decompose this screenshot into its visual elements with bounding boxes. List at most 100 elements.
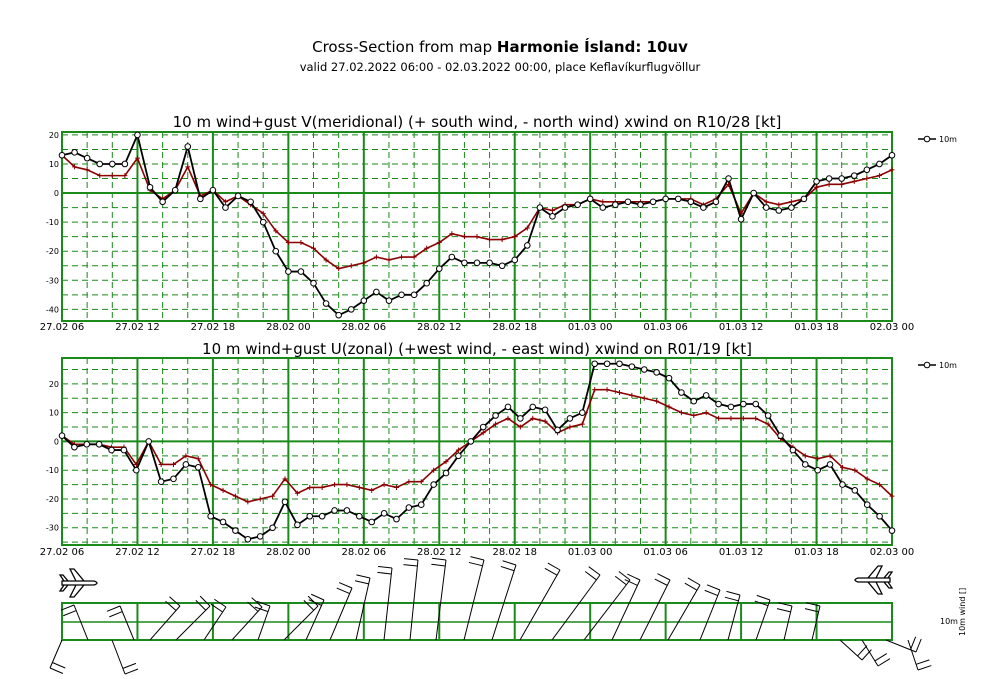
wind-barb-flag xyxy=(917,665,932,671)
data-point-10m xyxy=(800,195,808,203)
data-point-10m xyxy=(498,262,506,270)
data-point-gust xyxy=(474,234,480,240)
data-point-10m xyxy=(209,186,217,194)
wind-barb-flag xyxy=(109,611,123,618)
data-point-10m xyxy=(170,475,177,483)
wind-barb xyxy=(907,639,919,671)
wind-barb-flag xyxy=(915,659,930,665)
data-point-10m xyxy=(417,501,425,509)
wind-barb-flag xyxy=(877,658,891,667)
data-point-10m xyxy=(876,512,883,520)
data-point-gust xyxy=(294,490,300,496)
data-point-10m xyxy=(448,253,456,261)
data-point-gust xyxy=(361,260,367,266)
x-tick-label: 28.02 18 xyxy=(492,322,537,333)
wind-barb-flag xyxy=(404,558,419,561)
wind-barb xyxy=(203,606,227,641)
data-point-10m xyxy=(492,412,499,419)
data-point-10m xyxy=(479,423,487,431)
data-point-gust xyxy=(97,173,103,179)
data-point-gust xyxy=(431,467,437,473)
data-point-gust xyxy=(170,461,176,467)
data-point-gust xyxy=(851,178,857,184)
data-point-10m xyxy=(788,204,795,211)
wind-barb-flag xyxy=(165,600,177,611)
data-point-10m xyxy=(343,507,351,514)
airplane-icon-right xyxy=(854,565,894,595)
data-point-gust xyxy=(517,424,523,430)
x-tick-label: 01.03 18 xyxy=(794,547,839,558)
data-point-10m xyxy=(347,306,355,313)
wind-barb-flag xyxy=(377,571,392,575)
data-point-10m xyxy=(393,515,400,523)
x-tick-label: 01.03 18 xyxy=(794,322,839,333)
wind-barb-flag xyxy=(432,557,447,561)
data-point-gust xyxy=(319,484,325,490)
wind-barb xyxy=(667,584,701,641)
title-prefix: Cross-Section from map xyxy=(312,38,497,56)
data-point-10m xyxy=(83,441,91,448)
data-point-10m xyxy=(380,510,388,517)
wind-barb xyxy=(283,605,319,641)
data-point-gust xyxy=(220,487,226,493)
x-tick-label: 01.03 00 xyxy=(568,547,613,558)
wind-barb-flag xyxy=(251,597,263,608)
data-point-gust xyxy=(273,228,279,234)
data-point-gust xyxy=(703,410,709,416)
data-point-10m xyxy=(762,204,770,211)
data-point-10m xyxy=(281,498,289,506)
panel-title: 10 m wind+gust U(zonal) (+west wind, - e… xyxy=(202,340,752,358)
data-point-gust xyxy=(443,459,449,465)
wind-barb xyxy=(149,605,181,641)
data-point-gust xyxy=(356,484,362,490)
wind-barb xyxy=(583,579,631,641)
data-point-10m xyxy=(473,259,481,267)
data-point-10m xyxy=(398,291,405,299)
data-point-10m xyxy=(624,198,632,206)
data-point-10m xyxy=(640,366,648,373)
data-point-10m xyxy=(616,360,623,368)
data-point-10m xyxy=(159,198,166,206)
data-point-gust xyxy=(740,415,746,421)
wind-barb-flag xyxy=(614,575,627,586)
data-point-gust xyxy=(373,254,379,260)
wind-barb-flag xyxy=(308,599,322,606)
data-point-10m xyxy=(687,198,695,206)
x-tick-label: 01.03 06 xyxy=(643,322,688,333)
airplane-icon-left xyxy=(58,568,98,598)
data-point-10m xyxy=(120,446,128,454)
wind-barb-flag xyxy=(254,606,269,613)
data-point-gust xyxy=(449,231,455,237)
data-point-10m xyxy=(335,311,342,319)
data-point-10m xyxy=(368,518,376,526)
data-point-10m xyxy=(838,175,845,182)
data-point-10m xyxy=(637,201,644,208)
data-point-gust xyxy=(763,199,769,205)
wind-barb xyxy=(355,577,371,641)
wind-barb xyxy=(119,605,135,641)
data-point-10m xyxy=(839,481,846,488)
x-tick-label: 28.02 00 xyxy=(266,547,311,558)
data-point-10m xyxy=(789,446,797,454)
data-point-10m xyxy=(727,403,735,411)
data-point-10m xyxy=(536,204,544,211)
wind-barb xyxy=(699,589,721,641)
data-point-gust xyxy=(839,181,845,187)
data-point-gust xyxy=(666,404,672,410)
data-point-10m xyxy=(269,524,276,532)
data-point-10m xyxy=(678,389,685,396)
data-point-10m xyxy=(712,198,720,206)
data-point-10m xyxy=(662,195,669,203)
x-tick-label: 27.02 18 xyxy=(191,322,236,333)
y-tick-label: -20 xyxy=(46,495,59,504)
x-tick-label: 01.03 12 xyxy=(719,322,764,333)
y-tick-label: 20 xyxy=(49,131,59,140)
data-point-10m xyxy=(612,201,619,208)
data-point-gust xyxy=(604,387,610,393)
title-map-name: Harmonie Ísland: 10uv xyxy=(496,38,688,56)
data-point-10m xyxy=(674,195,682,203)
data-point-10m xyxy=(184,143,192,150)
wind-barb-flag xyxy=(687,577,701,586)
data-point-gust xyxy=(567,424,573,430)
